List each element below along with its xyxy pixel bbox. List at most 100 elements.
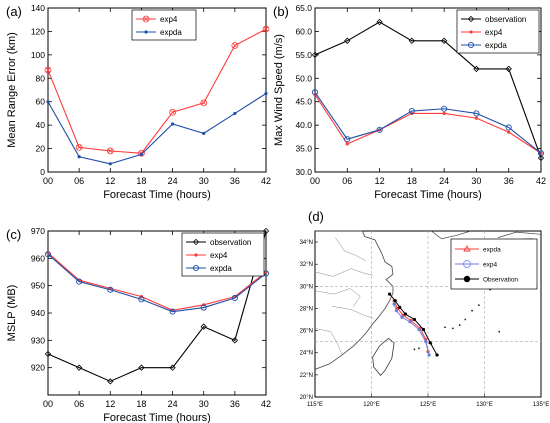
y-tick-label: 40	[36, 120, 46, 130]
y-tick-label: 950	[31, 281, 45, 291]
data-point	[345, 142, 349, 146]
y-tick-label: 45.0	[295, 97, 312, 107]
panel-label: (a)	[6, 4, 22, 19]
data-point	[231, 294, 238, 302]
province-border	[335, 237, 366, 262]
data-point	[505, 65, 512, 73]
legend-box	[131, 9, 197, 41]
data-point	[507, 130, 511, 134]
x-tick-label: 36	[504, 176, 514, 186]
data-point	[344, 37, 351, 44]
legend-marker	[144, 30, 148, 34]
legend-marker	[467, 41, 475, 49]
series-line	[47, 230, 267, 382]
lat-tick-label: 30°N	[300, 284, 313, 290]
data-point	[200, 99, 208, 107]
legend-label: expda	[485, 41, 507, 50]
series-line	[314, 21, 542, 159]
legend-label: exp4	[210, 251, 228, 260]
y-tick-label: 80	[36, 73, 46, 83]
data-point	[202, 131, 206, 135]
lon-tick-label: 115°E	[307, 402, 323, 408]
data-point-cross	[170, 110, 175, 115]
track-point	[417, 327, 421, 332]
data-point	[473, 110, 480, 117]
x-tick-label: 30	[199, 399, 209, 409]
island-marker	[444, 326, 446, 329]
lat-tick-label: 28°N	[300, 306, 313, 312]
x-tick-label: 00	[43, 399, 53, 409]
island-marker	[418, 347, 420, 350]
track-point	[394, 309, 398, 313]
series-line	[47, 253, 267, 313]
data-point	[311, 89, 319, 96]
data-point-cross	[76, 145, 82, 150]
legend-label: exp4	[485, 28, 503, 37]
data-point	[170, 122, 175, 126]
data-point	[200, 323, 207, 330]
data-point	[537, 150, 545, 157]
data-point	[75, 143, 83, 151]
lon-tick-label: 120°E	[363, 402, 379, 408]
province-border	[314, 288, 361, 307]
y-tick-label: 0	[40, 167, 45, 177]
y-axis-label: MSLP (MB)	[6, 285, 18, 342]
data-point	[262, 227, 270, 235]
track-point	[424, 340, 428, 344]
island-marker	[471, 309, 473, 312]
data-point	[107, 286, 114, 293]
x-tick-label: 30	[471, 176, 481, 186]
y-tick-label: 50.0	[295, 73, 312, 83]
x-tick-label: 18	[136, 399, 146, 409]
data-point	[138, 364, 145, 371]
x-tick-label: 24	[168, 176, 178, 186]
x-tick-label: 12	[105, 176, 115, 186]
island-marker	[498, 330, 501, 333]
y-tick-label: 60	[36, 97, 46, 107]
data-point	[440, 37, 448, 44]
x-tick-label: 42	[261, 399, 271, 409]
series-line	[47, 252, 267, 311]
panel-label: (d)	[308, 209, 324, 224]
legend: observation exp4 expda	[181, 232, 265, 277]
coastline	[314, 230, 394, 370]
province-border	[331, 306, 374, 319]
data-point	[376, 126, 383, 133]
island-marker	[458, 324, 461, 326]
data-point	[442, 111, 446, 116]
legend-marker-cross	[143, 16, 149, 22]
y-axis-label: Mean Range Error (km)	[6, 32, 18, 148]
data-point	[169, 108, 176, 116]
track-point	[412, 317, 417, 322]
legend-label: expda	[210, 264, 232, 273]
data-point	[408, 108, 415, 115]
data-point	[107, 378, 114, 385]
legend-marker	[194, 253, 198, 257]
data-point	[505, 124, 512, 131]
lat-tick-label: 34°N	[300, 240, 313, 246]
track-point	[435, 353, 439, 357]
track-point	[403, 312, 407, 316]
y-tick-label: 940	[31, 308, 45, 318]
legend-label: expda	[483, 247, 501, 254]
data-point-cross	[263, 26, 269, 32]
x-tick-label: 42	[536, 176, 546, 186]
track-point	[421, 327, 426, 332]
data-point	[537, 154, 545, 162]
x-axis-label: Forecast Time (hours)	[374, 189, 482, 201]
legend-label: exp4	[483, 262, 497, 269]
island-marker	[451, 327, 454, 330]
x-tick-label: 00	[310, 176, 320, 186]
x-tick-label: 30	[199, 176, 209, 186]
track-point	[398, 305, 402, 309]
data-point	[138, 149, 145, 157]
x-axis-label: Forecast Time (hours)	[103, 189, 211, 201]
track-point	[400, 315, 404, 319]
data-point	[473, 65, 480, 73]
data-point	[75, 364, 83, 371]
legend-label: observation	[485, 15, 526, 24]
y-tick-label: 60.0	[295, 26, 312, 36]
x-tick-label: 12	[375, 176, 385, 186]
legend-marker	[192, 238, 200, 246]
province-border	[314, 328, 343, 356]
